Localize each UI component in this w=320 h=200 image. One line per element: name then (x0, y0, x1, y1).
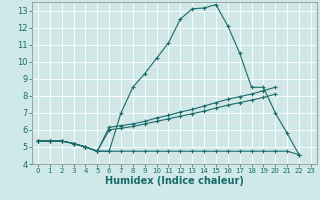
X-axis label: Humidex (Indice chaleur): Humidex (Indice chaleur) (105, 176, 244, 186)
